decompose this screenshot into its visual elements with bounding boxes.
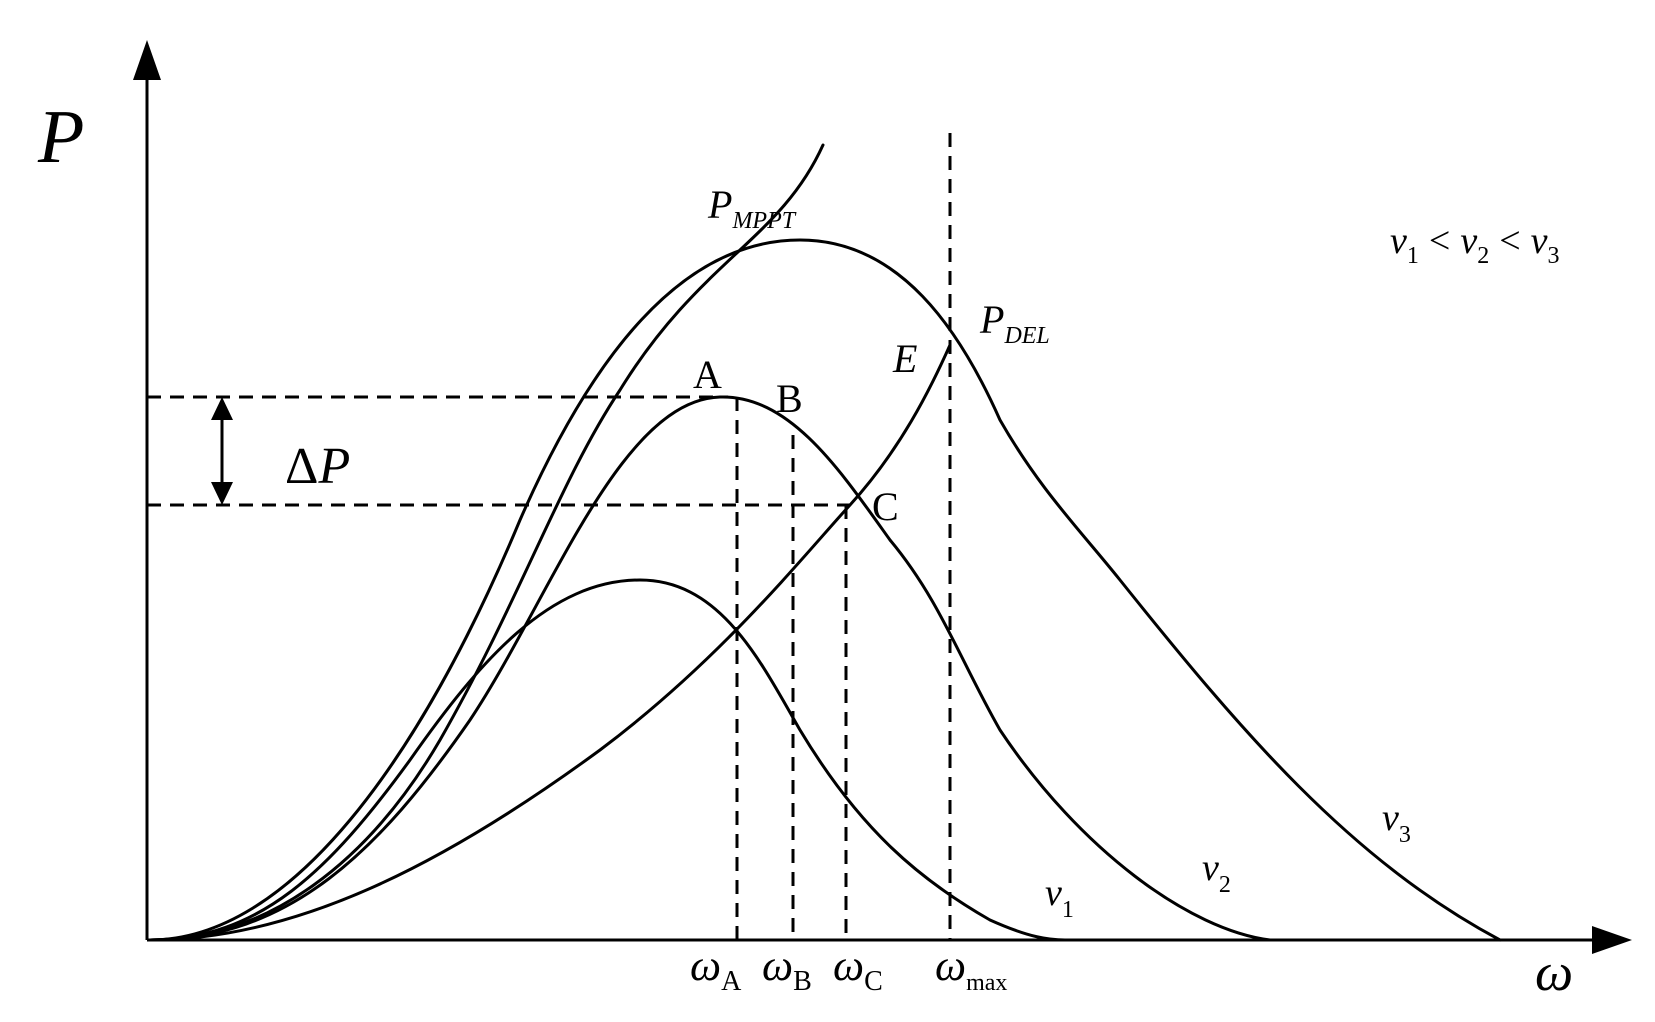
delta-p-label: ΔP — [285, 438, 350, 495]
y-axis-arrow-icon — [133, 40, 161, 80]
y-axis-label: P — [37, 95, 84, 179]
x-axis-arrow-icon — [1592, 926, 1632, 954]
curve-v3 — [148, 238, 1502, 942]
curve-p-mppt — [148, 143, 825, 942]
curve-label-v1: v1 — [1045, 872, 1074, 923]
tick-omega-max: ωmax — [935, 941, 1007, 996]
point-c-label: C — [872, 484, 899, 529]
p-mppt-label: PMPPT — [707, 182, 797, 234]
curve-label-v3: v3 — [1382, 797, 1411, 848]
delta-p-arrow-down-icon — [211, 482, 233, 505]
tick-omega-b: ωB — [762, 941, 812, 997]
point-a-label: A — [693, 352, 722, 397]
curve-p-del — [148, 343, 952, 942]
tick-omega-c: ωC — [833, 941, 883, 997]
curve-label-v2: v2 — [1202, 847, 1231, 898]
curve-v2 — [148, 395, 1272, 942]
delta-p-arrow-up-icon — [211, 397, 233, 420]
tick-omega-a: ωA — [690, 941, 742, 997]
curve-v1 — [148, 578, 1067, 942]
x-axis-label: ω — [1535, 942, 1573, 1002]
point-e-label: E — [892, 336, 917, 381]
p-del-label: PDEL — [979, 297, 1050, 349]
speed-order-condition: v1 < v2 < v3 — [1390, 220, 1560, 269]
point-b-label: B — [776, 376, 803, 421]
